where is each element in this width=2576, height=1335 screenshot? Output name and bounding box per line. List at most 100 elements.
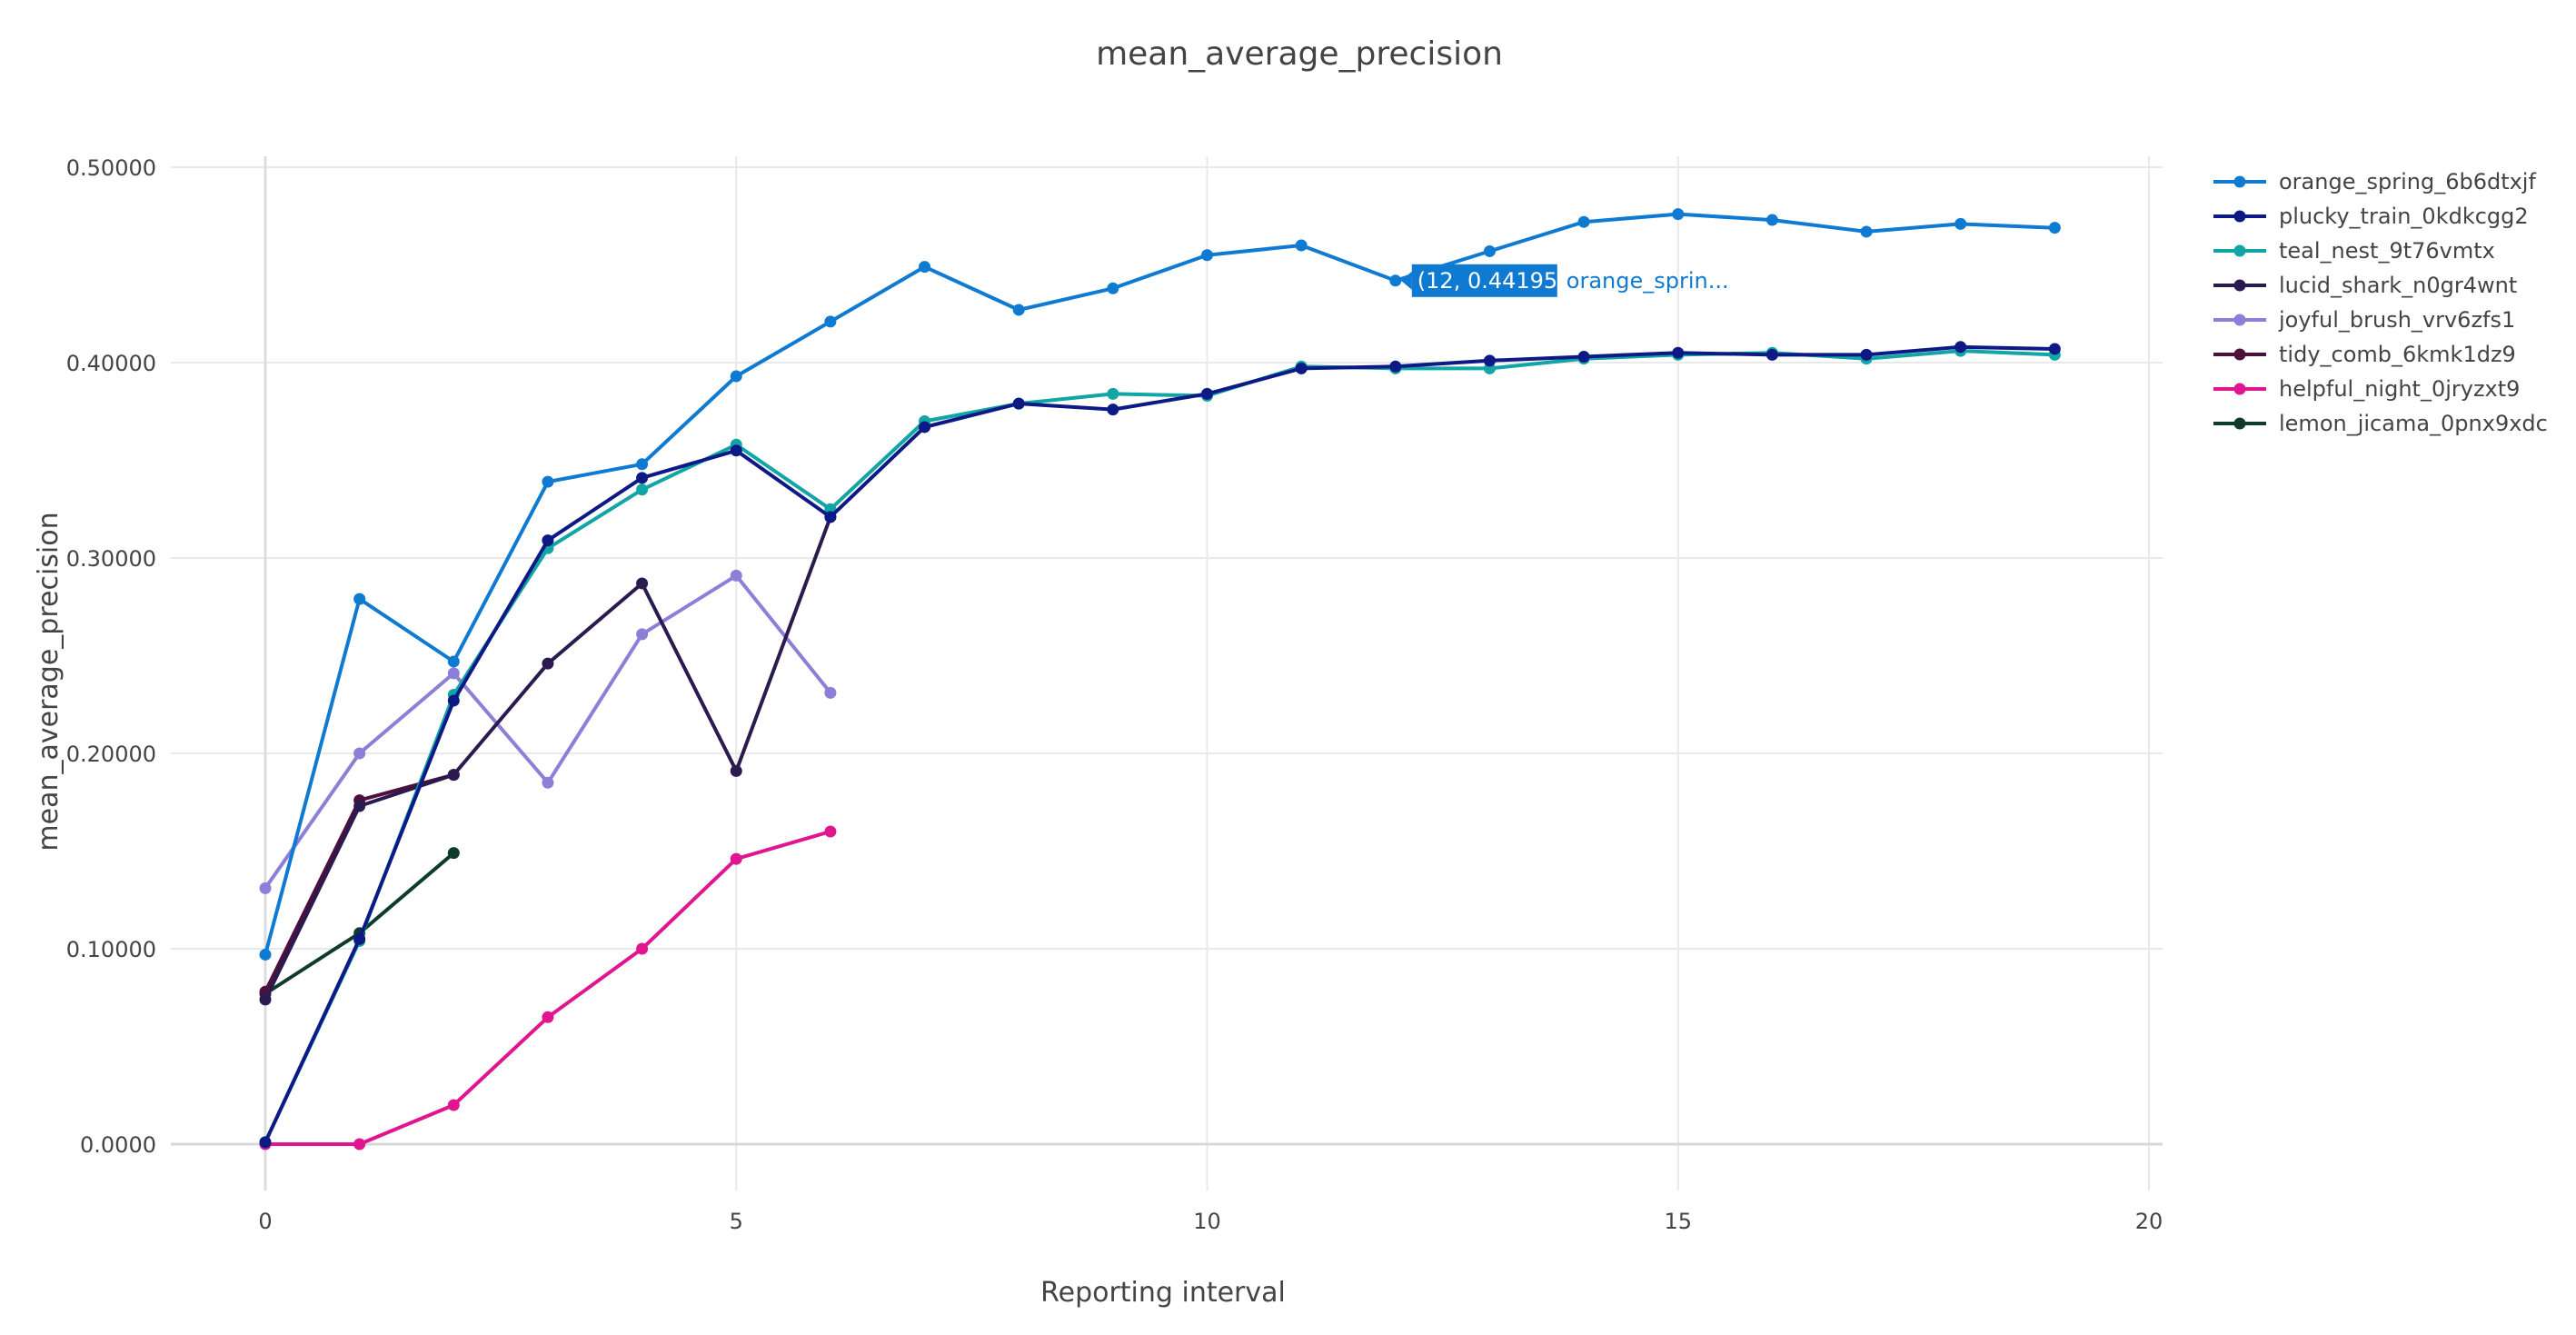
data-point[interactable] [259,948,272,961]
data-point[interactable] [1107,403,1119,416]
legend-item[interactable]: joyful_brush_vrv6zfs1 [2213,307,2515,333]
data-point[interactable] [730,569,742,582]
y-axis-ticks: 0.0000 0.10000 0.20000 0.30000 0.40000 0.5000… [66,155,156,1158]
data-point[interactable] [636,628,649,641]
data-point[interactable] [824,315,837,328]
data-point[interactable] [919,421,931,433]
data-point[interactable] [1483,354,1496,367]
data-point[interactable] [1389,274,1402,287]
data-point[interactable] [259,1136,272,1149]
data-point[interactable] [1389,360,1402,373]
data-point[interactable] [447,769,460,782]
data-point[interactable] [1012,304,1025,316]
data-point[interactable] [636,942,649,955]
data-point[interactable] [636,472,649,484]
data-point[interactable] [542,534,554,547]
y-axis-title: mean_average_precision [33,512,65,851]
data-point[interactable] [1765,348,1778,361]
legend-label: plucky_train_0kdkcgg2 [2279,204,2529,229]
y-tick-label: 0.30000 [66,546,156,572]
data-point[interactable] [1954,217,1967,230]
data-point[interactable] [1577,215,1590,228]
data-point[interactable] [1295,239,1308,252]
legend-item[interactable]: plucky_train_0kdkcgg2 [2213,204,2529,229]
legend-swatch-marker [2233,383,2246,395]
grid [171,156,2163,1191]
data-point[interactable] [2048,343,2061,355]
data-point[interactable] [1765,214,1778,226]
legend-item[interactable]: tidy_comb_6kmk1dz9 [2213,342,2516,367]
legend-label: helpful_night_0jryzxt9 [2279,376,2520,402]
data-point[interactable] [824,825,837,838]
data-point[interactable] [447,667,460,680]
x-tick-label: 10 [1193,1209,1221,1234]
legend-swatch-marker [2233,244,2246,257]
data-point[interactable] [2048,222,2061,234]
data-point[interactable] [1860,225,1873,238]
legend-label: teal_nest_9t76vmtx [2279,238,2495,264]
data-point[interactable] [353,932,366,945]
data-point[interactable] [447,694,460,707]
data-point[interactable] [1107,282,1119,294]
data-point[interactable] [730,764,742,777]
data-point[interactable] [1672,346,1685,359]
data-point[interactable] [1295,362,1308,374]
data-point[interactable] [636,458,649,471]
legend-swatch-marker [2233,279,2246,292]
data-point[interactable] [447,847,460,860]
x-tick-label: 5 [730,1209,743,1234]
x-tick-label: 20 [2135,1209,2163,1234]
data-point[interactable] [353,800,366,812]
y-tick-label: 0.40000 [66,351,156,376]
y-tick-label: 0.0000 [80,1132,156,1158]
hover-tooltip: (12, 0.44195) orange_sprin... [1400,264,1729,297]
data-point[interactable] [542,776,554,789]
data-point[interactable] [353,1138,366,1151]
legend-item[interactable]: lemon_jicama_0pnx9xdc [2213,411,2548,436]
data-point[interactable] [730,370,742,383]
data-point[interactable] [542,475,554,488]
legend-item[interactable]: helpful_night_0jryzxt9 [2213,376,2520,402]
tooltip-box [1411,264,1557,297]
data-point[interactable] [542,1011,554,1023]
data-point[interactable] [636,483,649,496]
data-point[interactable] [730,852,742,865]
data-point[interactable] [636,577,649,590]
data-point[interactable] [1577,351,1590,364]
y-tick-label: 0.20000 [66,742,156,767]
series-helpful_night_0jryzxt9 [259,825,837,1151]
legend-item[interactable]: lucid_shark_n0gr4wnt [2213,273,2517,298]
data-point[interactable] [447,1099,460,1111]
legend[interactable]: orange_spring_6b6dtxjf plucky_train_0kdkc… [2213,169,2548,436]
data-point[interactable] [542,657,554,670]
series-plucky_train_0kdkcgg2 [259,341,2061,1149]
data-point[interactable] [353,593,366,605]
data-point[interactable] [259,993,272,1006]
data-point[interactable] [1012,397,1025,410]
data-point[interactable] [824,511,837,523]
x-axis-title: Reporting interval [1040,1277,1286,1309]
legend-label: joyful_brush_vrv6zfs1 [2278,307,2515,333]
data-point[interactable] [1483,244,1496,257]
data-point[interactable] [259,882,272,894]
data-point[interactable] [1107,387,1119,400]
data-point[interactable] [1201,387,1213,400]
data-point[interactable] [1860,348,1873,361]
data-point[interactable] [353,747,366,760]
legend-item[interactable]: orange_spring_6b6dtxjf [2213,169,2536,194]
data-point[interactable] [1672,208,1685,221]
data-point[interactable] [447,655,460,668]
data-point[interactable] [730,444,742,457]
legend-item[interactable]: teal_nest_9t76vmtx [2213,238,2495,264]
tooltip-pointer [1400,271,1412,290]
data-point[interactable] [824,686,837,699]
tooltip-value: (12, 0.44195) [1417,268,1566,294]
tooltip-series-name: orange_sprin... [1566,268,1729,294]
data-point[interactable] [1954,341,1967,354]
data-point[interactable] [919,261,931,274]
x-tick-label: 0 [258,1209,272,1234]
data-point[interactable] [1201,249,1213,262]
x-axis-ticks: 0 5 10 15 20 [258,1209,2163,1234]
legend-swatch-marker [2233,417,2246,430]
